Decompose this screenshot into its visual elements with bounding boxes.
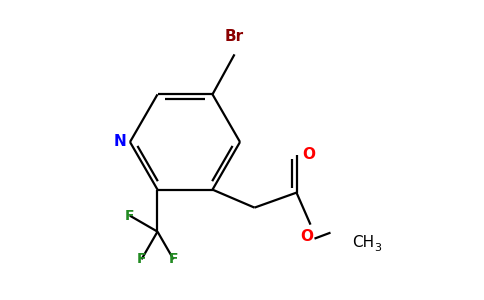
Text: F: F <box>125 208 135 223</box>
Text: Br: Br <box>225 29 244 44</box>
Text: O: O <box>302 147 315 162</box>
Text: N: N <box>113 134 126 149</box>
Text: F: F <box>137 252 146 266</box>
Text: 3: 3 <box>375 243 381 253</box>
Text: F: F <box>169 252 178 266</box>
Text: O: O <box>300 229 313 244</box>
Text: CH: CH <box>352 235 375 250</box>
